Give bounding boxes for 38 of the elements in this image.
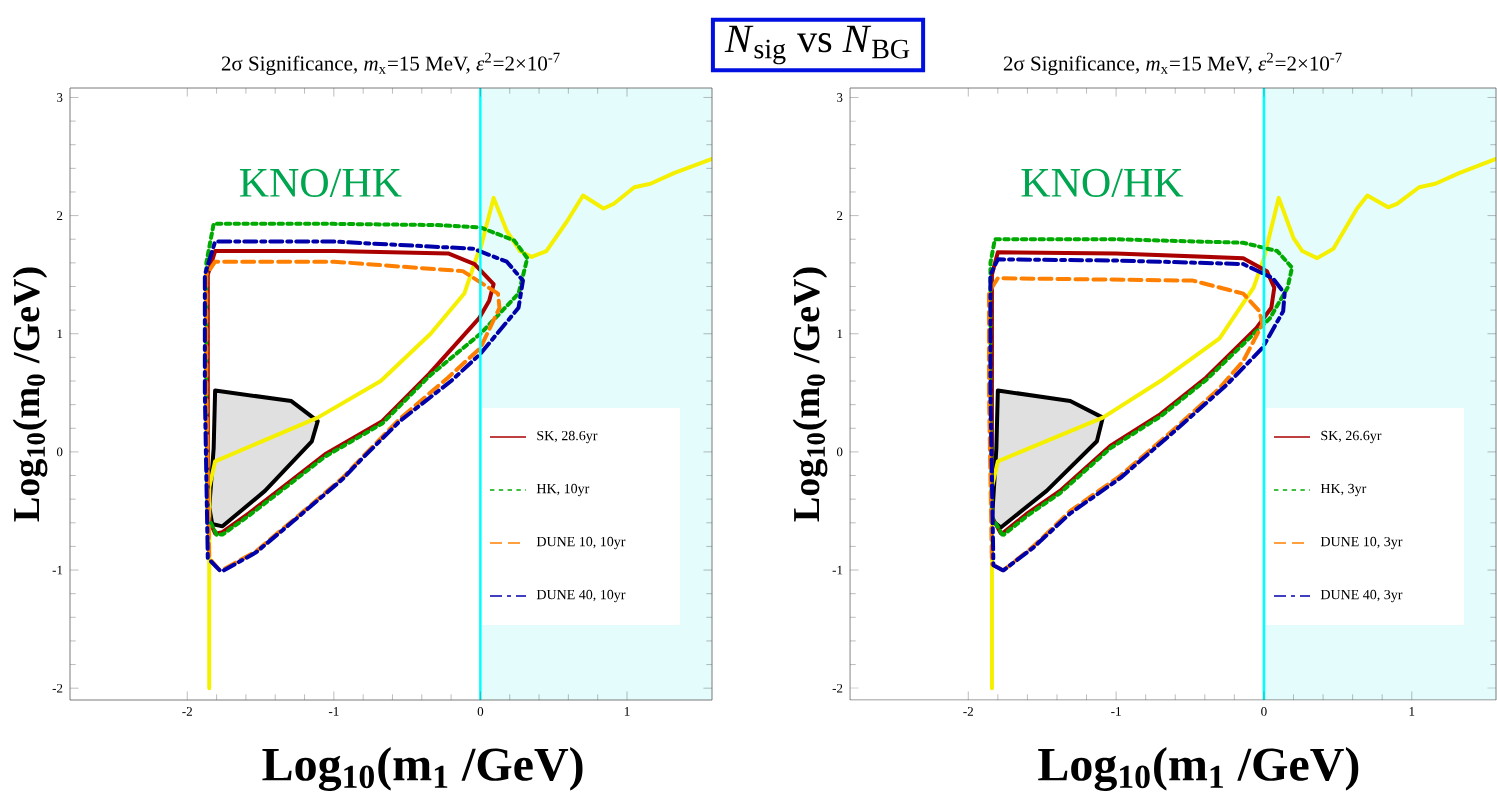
x-tick-label: -2 — [963, 707, 973, 716]
y-tick-label: -2 — [52, 683, 63, 693]
legend-label: HK, 10yr — [536, 483, 590, 497]
y-tick-label: 3 — [837, 93, 843, 102]
y-tick-label: -1 — [832, 565, 843, 575]
y-tick-label: 2 — [837, 211, 843, 220]
x-tick-label: -1 — [328, 707, 339, 716]
text: Log$_{10}$(m$_{1}$ /GeV) — [1038, 747, 1359, 791]
chart-title: 2σ Significance, m$_{x}$=15 MeV, ε$^{2}$=2×10$^{-7}$ — [1003, 52, 1342, 75]
chart-title: 2σ Significance, m$_{x}$=15 MeV, ε$^{2}$=2×10$^{-7}$ — [221, 52, 560, 75]
annotation: KNO/HK — [239, 168, 402, 197]
y-tick-label: 0 — [836, 447, 843, 457]
text: Log$_{10}$(m$_{0}$ /GeV) — [792, 267, 828, 522]
legend-label: DUNE 10, 10yr — [536, 536, 626, 550]
legend-label: SK, 26.6yr — [1321, 430, 1382, 444]
line-series — [204, 221, 530, 537]
y-tick-label: 3 — [57, 93, 63, 102]
legend-label: HK, 3yr — [1320, 483, 1367, 497]
y-tick-label: -2 — [832, 683, 843, 693]
x-tick-label: -2 — [182, 707, 192, 716]
y-tick-label: 2 — [57, 211, 63, 220]
legend-label: DUNE 40, 10yr — [536, 589, 626, 603]
text: Log$_{10}$(m$_{1}$ /GeV) — [262, 747, 583, 791]
text: N$_{sig}$ vs N$_{BG}$ — [724, 25, 910, 65]
x-tick-label: 1 — [1409, 707, 1415, 716]
x-tick-label: 0 — [477, 707, 484, 716]
legend-label: SK, 28.6yr — [537, 430, 598, 444]
y-tick-label: 1 — [837, 329, 843, 339]
legend-label: DUNE 10, 3yr — [1320, 536, 1403, 550]
y-tick-label: -1 — [52, 565, 63, 575]
x-tick-label: 1 — [624, 707, 630, 716]
y-tick-label: 0 — [56, 447, 63, 457]
legend-label: DUNE 40, 3yr — [1320, 589, 1403, 603]
annotation: KNO/HK — [1021, 168, 1184, 197]
x-tick-label: 0 — [1261, 707, 1267, 716]
y-tick-label: 1 — [57, 329, 63, 339]
text: Log$_{10}$(m$_{0}$ /GeV) — [12, 267, 48, 522]
x-tick-label: -1 — [1111, 707, 1121, 716]
